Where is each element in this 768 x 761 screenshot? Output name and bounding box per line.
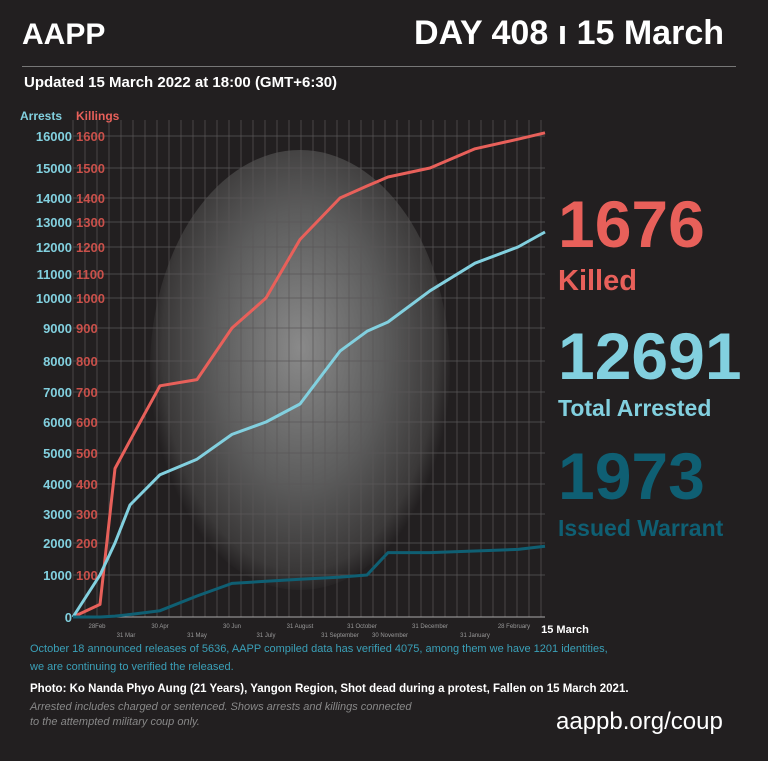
divider [22,66,736,67]
arrests-tick-label: 8000 [43,354,72,369]
x-tick-label: 31 January [460,633,490,639]
arrests-tick-label: 2000 [43,536,72,551]
arrests-tick-label: 13000 [36,215,72,230]
series-line-killings [72,131,546,619]
killed-count: 1676 [558,187,705,261]
killings-tick-label: 1000 [76,291,105,306]
x-tick-label: 31 May [187,633,207,639]
series-line-issued-warrant [73,544,546,619]
x-tick-label: 31 Mar [117,633,136,639]
x-tick-label: 31 October [347,624,377,630]
x-tick-label: 30 Jun [223,624,241,630]
killings-tick-label: 500 [76,446,98,461]
release-note-1: October 18 announced releases of 5636, A… [30,643,608,655]
footnote-1: Arrested includes charged or sentenced. … [30,701,412,713]
brand-logo: AAPP [22,18,106,51]
killings-tick-label: 1300 [76,215,105,230]
killings-tick-label: 700 [76,385,98,400]
killings-axis-title: Killings [76,109,120,123]
x-tick-label: 15 March [541,624,589,636]
warrant-count: 1973 [558,439,705,513]
killings-tick-label: 1600 [76,129,105,144]
arrests-tick-label: 10000 [36,291,72,306]
x-tick-label: 28 February [498,624,530,630]
arrests-tick-label: 0 [65,610,72,625]
photo-caption-label: Photo: [30,683,67,695]
release-note-2: we are continuing to verified the releas… [30,661,234,673]
killings-tick-label: 300 [76,507,98,522]
victim-photo [150,150,450,590]
killings-tick-label: 800 [76,354,98,369]
arrests-tick-label: 14000 [36,191,72,206]
updated-timestamp: Updated 15 March 2022 at 18:00 (GMT+6:30… [24,74,338,91]
arrests-tick-label: 9000 [43,321,72,336]
killings-tick-label: 1400 [76,191,105,206]
arrests-tick-label: 15000 [36,161,72,176]
day-counter: DAY 408 ı 15 March [414,14,724,52]
photo-caption-text: Ko Nanda Phyo Aung (21 Years), Yangon Re… [69,683,629,695]
arrests-tick-label: 16000 [36,129,72,144]
x-tick-label: 31 September [321,633,359,639]
arrests-tick-label: 1000 [43,568,72,583]
arrests-tick-label: 3000 [43,507,72,522]
x-tick-label: 28Feb [88,624,106,630]
killings-tick-label: 1200 [76,240,105,255]
arrests-axis-title: Arrests [20,109,62,123]
arrests-tick-label: 11000 [37,267,72,282]
killings-tick-label: 600 [76,415,98,430]
killings-tick-label: 400 [76,477,98,492]
x-tick-label: 30 November [372,633,408,639]
arrests-tick-label: 7000 [43,385,72,400]
killings-tick-label: 1500 [76,161,105,176]
killed-label: Killed [558,265,637,297]
arrests-tick-label: 12000 [36,240,72,255]
arrests-tick-label: 5000 [43,446,72,461]
killings-tick-label: 900 [76,321,98,336]
website-link[interactable]: aappb.org/coup [556,708,723,735]
x-tick-label: 31 July [256,633,275,639]
footnote-2: to the attempted military coup only. [30,716,200,728]
arrested-label: Total Arrested [558,395,712,421]
arrests-tick-label: 6000 [43,415,72,430]
x-tick-label: 30 Apr [151,624,168,630]
photo-caption: Photo: Ko Nanda Phyo Aung (21 Years), Ya… [30,683,629,695]
arrested-count: 12691 [558,319,742,393]
x-tick-label: 31 August [287,624,314,630]
killings-tick-label: 200 [76,536,98,551]
arrests-tick-label: 4000 [43,477,72,492]
x-tick-label: 31 December [412,624,448,630]
series-line-arrests [71,230,546,618]
killings-tick-label: 100 [76,568,98,583]
killings-tick-label: 1100 [76,267,104,282]
warrant-label: Issued Warrant [558,515,724,541]
